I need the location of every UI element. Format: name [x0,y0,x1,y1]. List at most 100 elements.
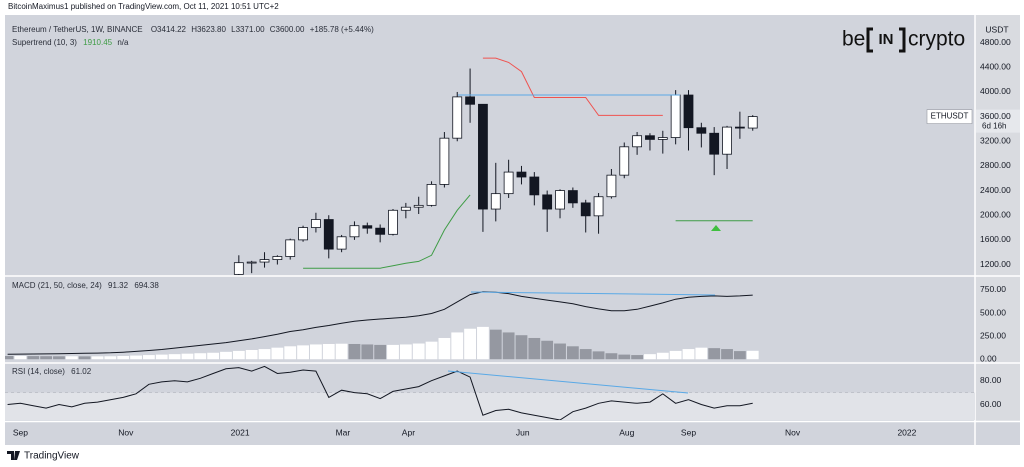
x-tick-label: Jun [516,427,530,437]
macd-value: 694.38 [134,281,159,290]
candle-body [336,236,347,250]
candle-body [349,225,360,238]
candle-body [709,132,720,155]
supertrend-value: n/a [117,38,129,47]
histogram-bar [592,351,605,360]
histogram-bar [40,356,53,360]
candle-body [529,176,540,196]
candle-body [683,94,694,129]
x-tick-label: Mar [336,427,351,437]
candle-body [696,127,707,134]
x-tick-label: Nov [785,427,801,437]
candle-body [388,209,398,235]
candle-body [619,146,630,176]
candle-body [722,126,732,155]
macd-pane [5,291,759,360]
countdown: 6d 16h [982,122,1006,131]
histogram-bar [78,356,91,360]
candle-body [233,262,244,275]
footer-logo [7,451,20,460]
ohlc-value: 3371.00 [236,25,265,34]
histogram-bar [515,335,528,360]
histogram-bar [220,351,232,360]
signal-arrow [711,225,721,231]
histogram-bar [605,353,618,360]
histogram-bar [104,356,117,360]
price-label-box [976,109,1020,133]
rsi-line [7,365,753,420]
histogram-bar [554,343,566,360]
histogram-bar [438,337,451,360]
supertrend-value: 1910.45 [83,38,112,47]
logo: be IN crypto [842,27,965,53]
candle-body [323,219,334,250]
rsi-value: 61.02 [71,367,92,376]
y-tick-label: 3200.00 [980,136,1011,146]
candle-body [567,190,578,204]
symbol-label-box [926,109,973,124]
candle-body [452,96,463,139]
candle-body [593,196,604,217]
x-tick-label: Nov [118,427,134,437]
candle-body [632,135,643,148]
candle-body [246,261,257,264]
histogram-bar [618,354,631,360]
candle-body [478,103,488,210]
candle-body [606,174,617,198]
candle-body [285,239,296,257]
histogram-bar [579,349,592,360]
chart-frame [5,15,1020,445]
trend-line [447,370,689,394]
price-pane [233,57,758,275]
logo-text: be [842,28,865,51]
x-tick-label: Apr [402,427,415,437]
candle-body [490,193,501,210]
histogram-bar [464,328,476,360]
rsi-title: RSI (14, close) [12,367,65,376]
histogram-bar [322,343,335,360]
histogram-bar [566,346,579,360]
ohlc-key: H [191,25,197,34]
candle-body [555,190,565,210]
histogram-bar [168,354,181,360]
rsi-pane [5,365,975,420]
last-price: 3600.00 [980,111,1011,121]
y-tick-label: 4000.00 [980,86,1011,96]
y-tick-label: 60.00 [980,399,1002,409]
histogram-bar [451,332,464,360]
candle-body [465,96,475,105]
histogram-bar [477,326,489,360]
histogram-bar [733,351,746,360]
candle-body [657,137,668,140]
y-tick-label: 1200.00 [980,259,1011,269]
histogram-bar [207,352,220,360]
candle-body [580,202,591,217]
histogram-bar [258,349,271,360]
footer: TradingView [7,451,80,462]
histogram-bar [387,344,399,360]
y-tick-label: 4800.00 [980,37,1011,47]
footer-brand: TradingView [24,451,80,462]
histogram-bar [155,354,168,360]
histogram-bar [489,329,502,360]
histogram-bar [232,350,245,360]
histogram-bar [335,343,348,360]
y-tick-label: 0.00 [980,353,997,363]
histogram-bar [245,349,258,360]
histogram-bar [271,347,284,360]
histogram-bar [541,340,554,360]
histogram-bar [194,353,207,360]
candle-body [259,259,270,263]
histogram-bar [5,355,14,360]
candle-body [272,256,283,260]
histogram-bar [142,355,155,360]
rsi-band [5,392,975,420]
y-tick-label: 2400.00 [980,185,1011,195]
x-tick-label: 2021 [231,427,250,437]
y-tick-label: 1600.00 [980,234,1011,244]
candle-body [439,137,450,185]
macd-line [7,291,753,355]
macd-legend: MACD (21, 50, close, 24) 91.32 694.38 [12,281,159,290]
